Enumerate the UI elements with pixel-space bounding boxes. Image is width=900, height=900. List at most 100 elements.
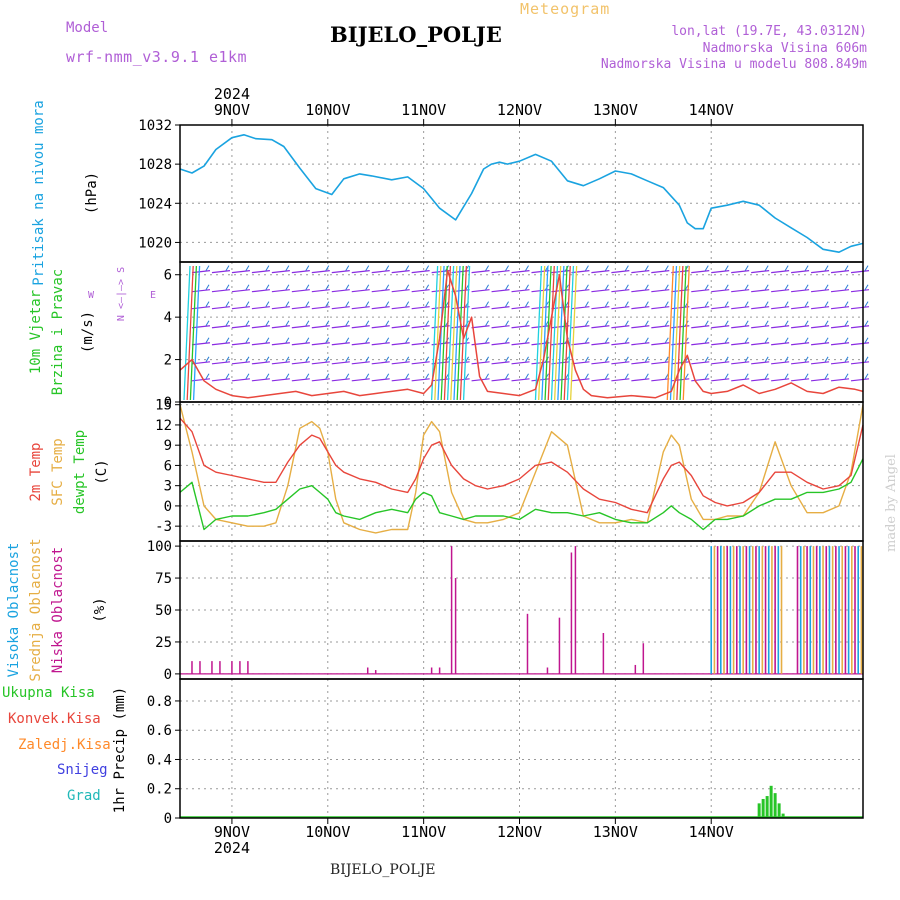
- wind-barb: [391, 361, 410, 365]
- pressure-unit: (hPa): [84, 172, 100, 214]
- wind-barb: [351, 361, 370, 365]
- wind-barb: [731, 342, 750, 346]
- ytick-label: 100: [147, 539, 172, 555]
- wind-barb: [471, 342, 490, 346]
- wind-barb: [711, 325, 730, 329]
- wind-barb-tick: [365, 265, 370, 271]
- wind-barb-tick: [784, 337, 789, 343]
- wind-barb: [651, 361, 670, 365]
- wind-barb: [830, 270, 850, 274]
- ytick-label: 15: [155, 398, 172, 414]
- wind-barb-tick: [724, 301, 729, 307]
- wind-axis-title-1: 10m Vjetar: [28, 290, 44, 374]
- wind-barb: [331, 306, 350, 310]
- wind-barb-tick: [365, 301, 370, 307]
- wind-barb-tick: [604, 265, 609, 271]
- wind-barb-strong: [547, 265, 555, 401]
- wind-barb: [691, 306, 710, 310]
- wind-barb-tick: [365, 320, 370, 327]
- wind-barb: [551, 361, 570, 365]
- wind-barb-tick: [405, 265, 410, 271]
- wind-barb: [591, 306, 610, 310]
- wind-unit: (m/s): [80, 311, 96, 353]
- wind-barb: [651, 325, 670, 329]
- wind-barb-tick: [724, 373, 729, 380]
- wind-barb: [791, 306, 810, 310]
- wind-barb: [251, 289, 270, 293]
- wind-barb: [811, 289, 830, 293]
- wind-barb: [731, 361, 750, 365]
- wind-barb-tick: [225, 320, 230, 327]
- wind-barb: [231, 289, 250, 293]
- cloud-axis-title-3: Niska Oblacnost: [50, 547, 66, 673]
- xtick-label-top: 10NOV: [305, 101, 350, 119]
- wind-barb-tick: [824, 337, 829, 343]
- wind-barb: [471, 289, 490, 293]
- wind-barb: [611, 289, 630, 293]
- wind-barb-tick: [784, 284, 789, 290]
- wind-barb-tick: [345, 356, 350, 363]
- wind-barb-tick: [824, 356, 829, 363]
- ytick-label: 4: [164, 310, 172, 326]
- wind-barb-tick: [505, 301, 509, 307]
- wind-barb-tick: [425, 320, 430, 327]
- wind-barb-tick: [505, 284, 509, 290]
- wind-barb-tick: [325, 373, 330, 380]
- wind-barb-tick: [285, 320, 290, 327]
- wind-barb: [511, 342, 530, 346]
- cloud-unit: (%): [92, 597, 108, 622]
- wind-barb-tick: [205, 265, 210, 271]
- wind-barb-tick: [784, 373, 789, 380]
- wind-barb: [830, 306, 850, 310]
- wind-barb-tick: [604, 301, 609, 307]
- wind-barb: [850, 361, 870, 365]
- ytick-label: 9: [164, 438, 172, 454]
- wind-barb-tick: [704, 356, 709, 363]
- wind-barb-tick: [604, 356, 609, 363]
- wind-barb: [471, 361, 490, 365]
- wind-barb-tick: [744, 320, 749, 327]
- wind-barb: [271, 378, 290, 382]
- wind-barb-strong: [676, 265, 684, 401]
- wind-barb: [331, 289, 350, 293]
- year-label-bottom: 2024: [214, 839, 250, 857]
- wind-barb-tick: [525, 320, 529, 327]
- wind-axis-title-2: Brzina i Pravac: [50, 269, 66, 395]
- xtick-label-bottom: 10NOV: [305, 823, 350, 841]
- wind-barb-tick: [844, 320, 849, 327]
- wind-barb-tick: [724, 356, 729, 363]
- wind-barb-tick: [764, 301, 769, 307]
- wind-barb-tick: [644, 265, 649, 271]
- ytick-label: 6: [164, 458, 172, 474]
- wind-barb-strong: [437, 265, 445, 401]
- wind-barb-tick: [345, 265, 350, 271]
- wind-barb: [551, 378, 570, 382]
- wind-barb-tick: [485, 265, 490, 271]
- wind-barb-tick: [744, 301, 749, 307]
- wind-barb: [431, 378, 450, 382]
- precip-bar: [773, 793, 777, 818]
- ytick-label: 2: [164, 353, 172, 369]
- precip-legend-2: Konvek.Kisa: [8, 711, 101, 727]
- wind-barb: [251, 378, 270, 382]
- wind-barb: [411, 378, 430, 382]
- wind-speed-line: [179, 269, 864, 399]
- wind-barb: [671, 361, 690, 365]
- wind-barb-strong: [560, 265, 568, 401]
- wind-barb: [791, 361, 810, 365]
- wind-barb: [591, 270, 610, 274]
- wind-barb-tick: [764, 356, 769, 363]
- wind-barb-tick: [325, 265, 330, 271]
- wind-barb-tick: [624, 373, 629, 380]
- footer-station: BIJELO_POLJE: [330, 862, 436, 878]
- wind-barb-tick: [584, 320, 589, 327]
- wind-barb: [850, 289, 870, 293]
- wind-barb-tick: [804, 337, 809, 343]
- wind-barb-tick: [385, 320, 390, 327]
- wind-barb-strong: [673, 265, 681, 401]
- wind-barb-tick: [225, 373, 230, 380]
- wind-barb: [291, 270, 310, 274]
- wind-barb-tick: [225, 265, 230, 271]
- wind-barb-tick: [325, 356, 330, 363]
- ytick-label: 1032: [138, 118, 172, 134]
